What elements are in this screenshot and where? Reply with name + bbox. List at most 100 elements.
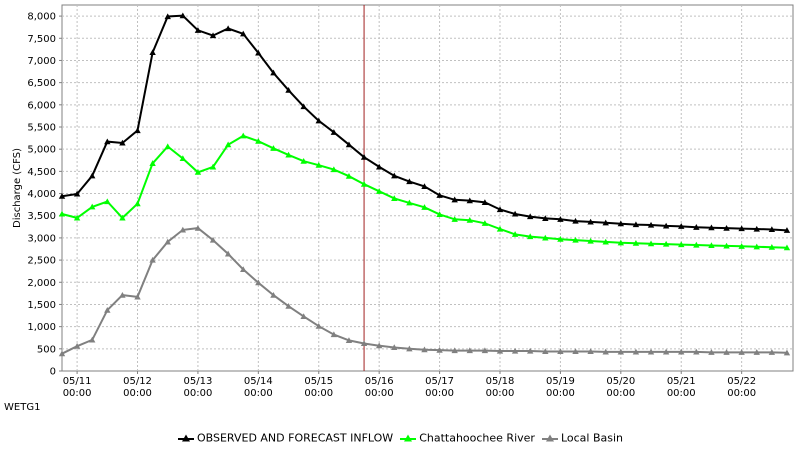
data-point: [58, 210, 66, 217]
data-point: [617, 348, 625, 355]
x-tick-label-date: 05/22: [727, 376, 756, 387]
y-tick-label: 0: [50, 367, 56, 378]
x-tick-label-time: 00:00: [486, 388, 515, 399]
y-tick-label: 4,500: [27, 167, 56, 178]
x-tick-label-time: 00:00: [727, 388, 756, 399]
data-point: [511, 231, 519, 237]
y-tick-label: 7,500: [27, 34, 56, 45]
x-tick-label-date: 05/12: [123, 376, 152, 387]
data-point: [678, 241, 685, 248]
data-point: [753, 243, 760, 250]
data-point: [557, 236, 564, 242]
data-point: [511, 347, 519, 354]
data-point: [753, 225, 760, 232]
data-point: [194, 224, 202, 231]
data-point: [224, 250, 232, 257]
data-point: [542, 348, 549, 355]
data-point: [134, 200, 141, 207]
data-point: [647, 348, 655, 355]
data-point: [134, 127, 141, 134]
data-point: [662, 222, 670, 229]
data-point: [406, 345, 413, 352]
data-point: [632, 240, 640, 246]
data-point: [255, 49, 262, 56]
data-point: [678, 348, 685, 355]
data-point: [421, 204, 428, 210]
data-point: [406, 178, 413, 185]
data-point: [345, 141, 353, 148]
data-point: [300, 157, 307, 164]
x-tick-label-date: 05/14: [244, 376, 273, 387]
data-point: [391, 172, 398, 179]
y-tick-label: 5,000: [27, 145, 56, 156]
data-point: [345, 337, 353, 343]
x-tick-label-time: 00:00: [606, 388, 635, 399]
data-point: [179, 155, 187, 162]
data-point: [73, 214, 81, 221]
data-point: [783, 227, 791, 233]
data-point: [58, 193, 66, 199]
y-tick-label: 1,000: [27, 322, 56, 333]
data-point: [89, 336, 96, 343]
data-point: [285, 86, 292, 93]
data-point: [783, 244, 791, 251]
data-point: [662, 240, 670, 247]
data-point: [466, 216, 473, 223]
legend-item: Local Basin: [541, 431, 623, 445]
data-point: [164, 143, 171, 150]
data-point: [481, 220, 489, 226]
legend-swatch: [400, 434, 417, 442]
data-point: [149, 256, 156, 263]
data-point: [602, 348, 609, 355]
data-point: [164, 238, 171, 245]
data-point: [240, 30, 247, 37]
data-point: [436, 211, 443, 217]
y-tick-label: 4,000: [27, 189, 56, 200]
data-point: [119, 139, 126, 146]
data-point: [194, 169, 202, 175]
data-point: [647, 221, 655, 228]
legend-swatch: [541, 434, 558, 442]
data-point: [406, 199, 413, 206]
data-point: [209, 236, 217, 243]
data-point: [104, 198, 111, 205]
x-tick-label-time: 00:00: [123, 388, 152, 399]
data-point: [421, 183, 428, 190]
data-point: [255, 137, 262, 144]
y-tick-label: 500: [37, 344, 56, 355]
data-point: [466, 347, 473, 354]
x-tick-label-time: 00:00: [667, 388, 696, 399]
x-tick-label-date: 05/11: [63, 376, 92, 387]
data-point: [179, 226, 187, 233]
data-point: [466, 197, 473, 204]
data-point: [587, 348, 594, 355]
data-point: [300, 313, 307, 319]
data-point: [164, 13, 171, 20]
data-point: [768, 244, 776, 250]
y-tick-label: 6,000: [27, 100, 56, 111]
y-axis-label: Discharge (CFS): [12, 148, 23, 228]
x-tick-label-date: 05/21: [667, 376, 696, 387]
data-point: [602, 238, 609, 245]
data-point: [149, 160, 156, 166]
chart-legend: OBSERVED AND FORECAST INFLOW Chattahooche…: [0, 431, 800, 445]
data-point: [572, 236, 579, 243]
data-point: [391, 195, 398, 201]
data-point: [436, 192, 443, 198]
data-point: [360, 181, 368, 187]
x-tick-label-date: 05/13: [184, 376, 213, 387]
data-point: [330, 166, 338, 173]
data-point: [300, 103, 307, 110]
y-tick-label: 6,500: [27, 78, 56, 89]
x-tick-label-time: 00:00: [304, 388, 333, 399]
legend-swatch: [177, 434, 194, 442]
data-point: [209, 163, 217, 170]
data-point: [587, 218, 594, 225]
data-point: [375, 163, 383, 170]
data-point: [330, 331, 338, 338]
data-point: [662, 348, 670, 355]
data-point: [693, 241, 700, 248]
data-point: [58, 350, 66, 357]
data-point: [708, 224, 715, 231]
